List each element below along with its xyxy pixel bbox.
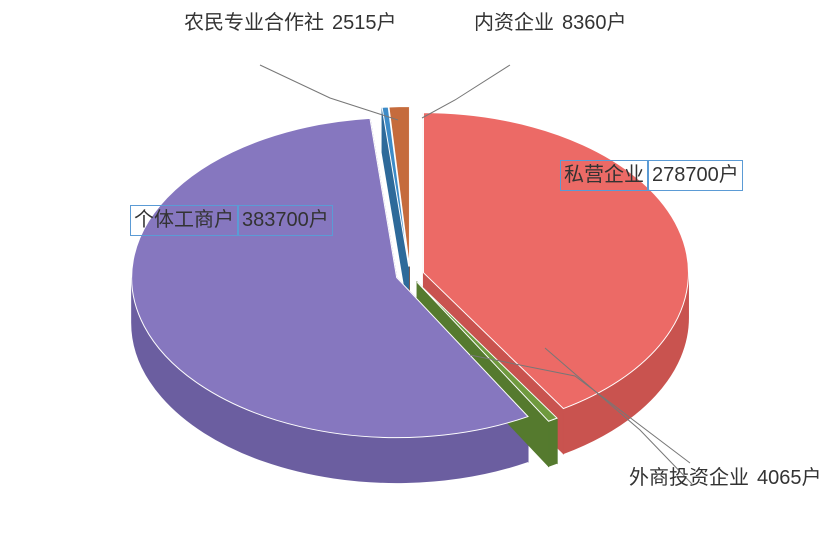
slice-name: 内资企业	[470, 8, 558, 39]
slice-label-coop: 农民专业合作社2515户	[180, 8, 401, 39]
slice-name: 私营企业	[560, 160, 648, 191]
pie-chart-3d: 私营企业278700户外商投资企业4065户 个体工商户383700户 农民专业合作…	[0, 0, 821, 550]
slice-label-domestic: 内资企业8360户	[470, 8, 631, 39]
slice-value: 8360户	[558, 8, 631, 39]
slice-name: 个体工商户	[130, 205, 238, 236]
slice-name: 外商投资企业	[625, 463, 753, 494]
slice-label-private: 私营企业278700户	[560, 160, 743, 191]
slice-name: 农民专业合作社	[180, 8, 328, 39]
slice-value: 2515户	[328, 8, 401, 39]
slice-value: 278700户	[648, 160, 743, 191]
slice-value: 383700户	[238, 205, 333, 236]
slice-label-individual: 个体工商户383700户	[130, 205, 333, 236]
slice-label-foreign: 外商投资企业4065户	[625, 463, 821, 494]
slice-value: 4065户	[753, 463, 821, 494]
